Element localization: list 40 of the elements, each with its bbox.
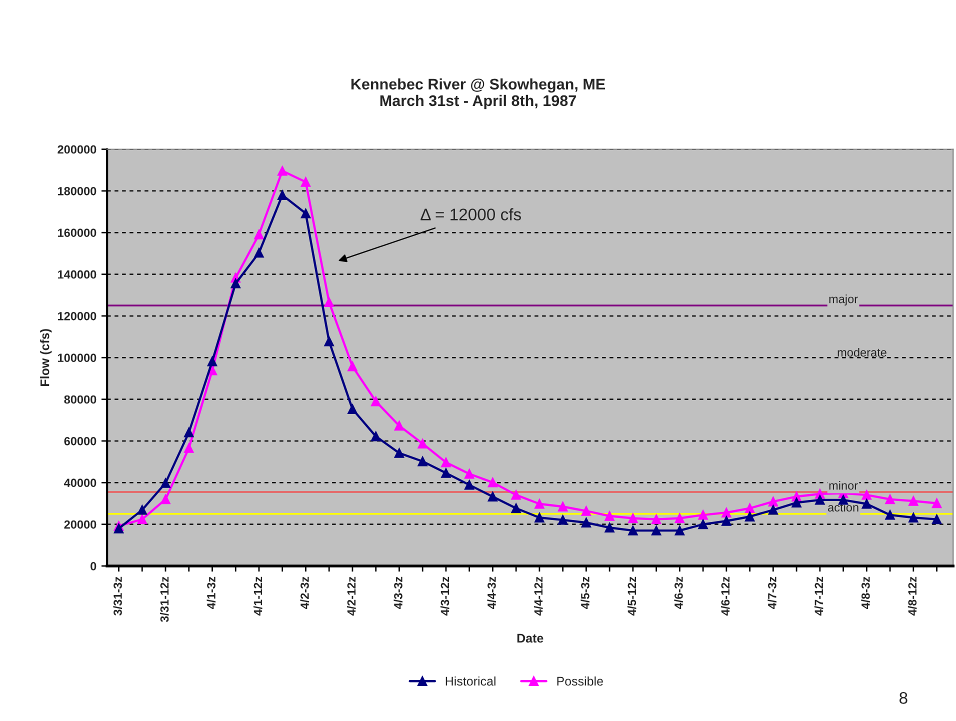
y-tick-label: 200000: [58, 145, 96, 154]
x-tick-label: 4/7-3z: [768, 576, 776, 610]
x-tick-label: 4/8-3z: [861, 576, 870, 610]
x-tick-label: 3/31-12z: [160, 576, 169, 622]
x-tick-label: 4/8-12z: [908, 576, 917, 616]
x-tick-label: 4/5-12z: [627, 576, 636, 616]
x-tick-label: 4/1-12z: [253, 576, 262, 616]
y-tick-label: 40000: [64, 478, 96, 488]
y-tick-label: 160000: [58, 228, 96, 237]
y-tick-label: 120000: [58, 312, 96, 320]
ref-line-label: major: [829, 294, 858, 306]
y-tick-label: 20000: [64, 520, 96, 529]
chart-title: Kennebec River @ Skowhegan, ME March 31st - April 8th, 1987: [351, 78, 605, 110]
y-tick-label: 100000: [58, 354, 96, 362]
ref-line-label: action: [828, 502, 858, 512]
x-tick-label: 4/3-3z: [394, 576, 403, 610]
x-tick-label: 4/2-3z: [300, 576, 310, 610]
y-tick-label: 180000: [58, 186, 96, 196]
x-tick-label: 4/2-12z: [346, 576, 356, 616]
x-tick-label: 4/7-12z: [814, 576, 824, 616]
x-axis-title: Date: [517, 634, 544, 643]
annotation: Δ = 12000 cfs: [420, 208, 521, 220]
annotation: moderate: [838, 348, 886, 357]
x-tick-label: 3/31-3z: [113, 576, 122, 616]
y-tick-label: 80000: [64, 395, 96, 404]
x-tick-label: 4/4-3z: [487, 576, 496, 610]
x-tick-label: 4/5-3z: [580, 576, 590, 610]
y-tick-label: 140000: [58, 270, 96, 279]
y-axis-title: Flow (cfs): [40, 329, 52, 386]
text: 8: [900, 692, 908, 704]
x-tick-label: 4/1-3z: [206, 576, 216, 610]
legend-label: Historical: [446, 676, 496, 686]
legend-label: Possible: [557, 676, 603, 686]
y-tick-label: 60000: [64, 437, 96, 446]
x-tick-label: 4/6-12z: [720, 576, 730, 616]
x-tick-label: 4/6-3z: [674, 576, 683, 610]
x-tick-label: 4/4-12z: [534, 576, 543, 616]
ref-line-label: minor: [829, 481, 858, 490]
x-tick-label: 4/3-12z: [440, 576, 450, 616]
y-tick-label: 0: [90, 562, 96, 570]
